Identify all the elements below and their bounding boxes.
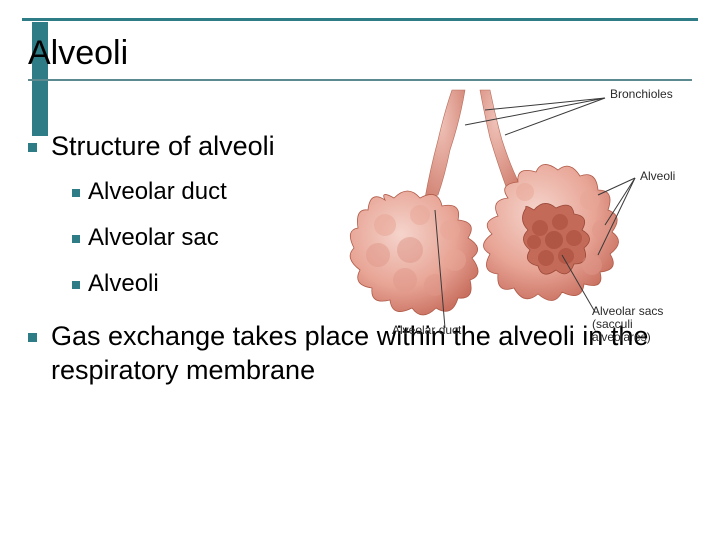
- right-sac: [483, 164, 618, 300]
- bullet-marker: [72, 281, 80, 289]
- bullet-text: Alveolar duct: [88, 178, 227, 206]
- bullet-marker: [28, 143, 37, 152]
- fig-label-sacs-l2: (sacculi alveolares): [592, 317, 651, 344]
- fig-label-sacs-l1: Alveolar sacs: [592, 304, 663, 318]
- bullet-text: Alveolar sac: [88, 224, 219, 252]
- fig-label-alveoli: Alveoli: [640, 170, 675, 183]
- bullet-text: Alveoli: [88, 270, 159, 298]
- fig-label-bronchioles: Bronchioles: [610, 88, 673, 101]
- fig-label-sacs: Alveolar sacs (sacculi alveolares): [592, 305, 690, 345]
- fig-label-duct: Alveolar duct: [392, 324, 461, 337]
- bullet-marker: [72, 189, 80, 197]
- bullet-text: Structure of alveoli: [51, 130, 275, 164]
- title-block: Alveoli: [28, 34, 692, 81]
- anatomy-figure: Bronchioles Alveoli Alveolar duct Alveol…: [330, 80, 690, 340]
- top-rule: [22, 18, 698, 21]
- slide-title: Alveoli: [28, 34, 692, 79]
- left-sac: [350, 191, 478, 315]
- bullet-marker: [72, 235, 80, 243]
- bullet-marker: [28, 333, 37, 342]
- alveoli-diagram: [330, 80, 690, 340]
